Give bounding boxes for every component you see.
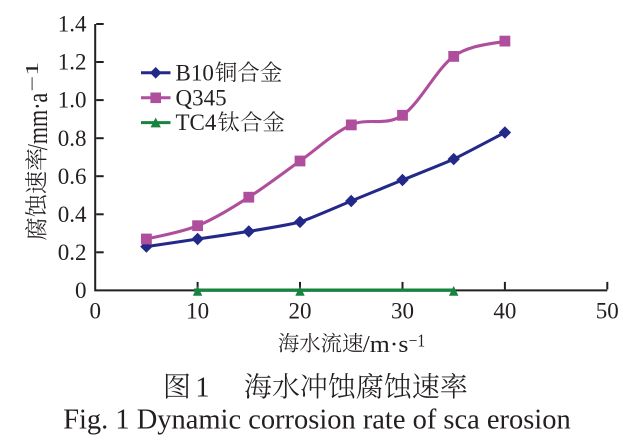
svg-text:40: 40 <box>493 299 516 324</box>
svg-text:50: 50 <box>596 299 619 324</box>
svg-text:−1: −1 <box>22 62 42 92</box>
svg-text:0.4: 0.4 <box>58 202 87 227</box>
svg-text:/m·s: /m·s <box>363 331 409 358</box>
svg-text:10: 10 <box>186 299 209 324</box>
svg-text:1.2: 1.2 <box>58 50 87 75</box>
svg-text:0: 0 <box>89 299 101 324</box>
svg-text:0: 0 <box>75 278 87 303</box>
svg-text:1: 1 <box>195 373 209 404</box>
svg-text:Q345: Q345 <box>176 85 227 110</box>
svg-text:20: 20 <box>289 299 312 324</box>
svg-text:1.0: 1.0 <box>58 88 87 113</box>
svg-text:0.6: 0.6 <box>58 164 87 189</box>
svg-text:0.8: 0.8 <box>58 126 87 151</box>
svg-text:−1: −1 <box>409 331 426 351</box>
svg-text:TC4: TC4 <box>176 110 217 135</box>
svg-text:B10: B10 <box>176 60 214 85</box>
svg-text:/mm·a: /mm·a <box>23 92 54 150</box>
svg-text:1.4: 1.4 <box>58 12 87 37</box>
svg-text:0.2: 0.2 <box>58 240 87 265</box>
svg-text:30: 30 <box>391 299 414 324</box>
svg-text:Fig. 1 Dynamic corrosion rate: Fig. 1 Dynamic corrosion rate of sca ero… <box>63 405 571 436</box>
